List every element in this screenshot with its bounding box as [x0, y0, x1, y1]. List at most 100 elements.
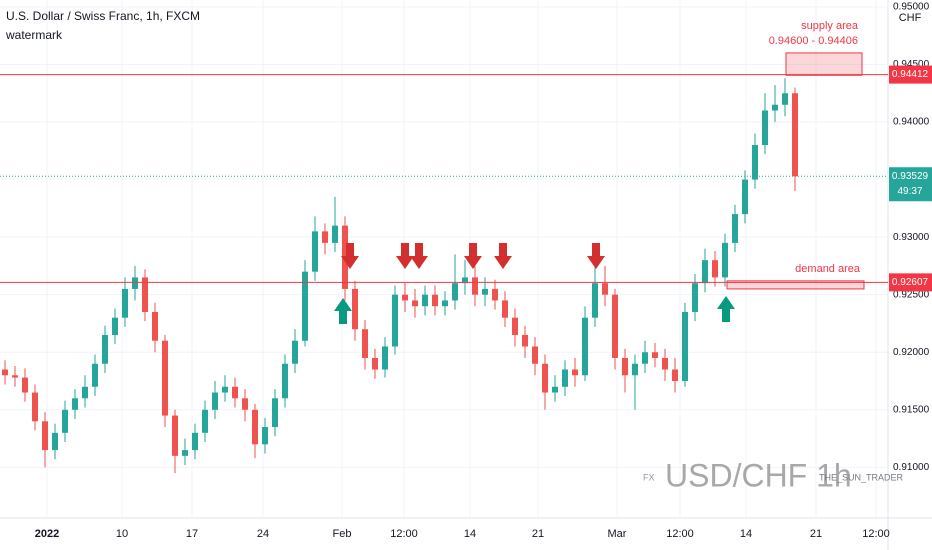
x-tick-label: 14: [464, 528, 476, 540]
candle-body: [182, 450, 188, 456]
candle-body: [32, 392, 38, 422]
y-tick-label: 0.95000: [893, 2, 930, 13]
y-tick-label: 0.94500: [893, 59, 930, 70]
y-tick-label: 0.94000: [893, 117, 930, 128]
y-tick-label: 0.91500: [893, 404, 930, 415]
currency: CHF: [899, 12, 922, 24]
candle-body: [562, 369, 568, 387]
candle-body: [572, 369, 578, 376]
candle-body: [602, 283, 608, 295]
watermark-author: THE_SUN_TRADER: [819, 472, 904, 482]
candle-body: [392, 294, 398, 347]
zone: [726, 280, 865, 290]
y-tick-label: 0.91000: [893, 462, 930, 473]
zone: [785, 52, 863, 76]
candle-body: [582, 317, 588, 376]
last-price-box: [889, 167, 932, 202]
level-label: 0.92607: [892, 277, 929, 288]
x-tick-label: 12:00: [862, 528, 890, 540]
candle-body: [92, 363, 98, 387]
candle-body: [792, 93, 798, 177]
candle-body: [112, 317, 118, 335]
arrows: [334, 243, 735, 324]
x-tick-label: 21: [810, 528, 822, 540]
candle-body: [262, 427, 268, 445]
down-arrow: [341, 243, 359, 269]
candle-body: [2, 369, 8, 376]
x-tick-label: Feb: [333, 528, 352, 540]
x-tick-label: 21: [532, 528, 544, 540]
candle-body: [282, 363, 288, 399]
up-arrow: [334, 298, 352, 324]
candle-body: [702, 260, 708, 284]
candle-body: [742, 179, 748, 215]
zone-name: supply area: [801, 20, 859, 32]
candle-body: [512, 317, 518, 335]
candle-body: [252, 409, 258, 445]
candle-body: [372, 357, 378, 370]
y-tick-label: 0.93000: [893, 232, 930, 243]
candle-body: [752, 145, 758, 180]
candle-body: [772, 104, 778, 111]
candle-body: [382, 346, 388, 370]
candle-body: [502, 300, 508, 318]
candle-body: [532, 346, 538, 364]
candle-body: [682, 311, 688, 382]
down-arrow: [410, 243, 428, 269]
y-tick-label: 0.92500: [893, 289, 930, 300]
candle-body: [472, 277, 478, 295]
candle-body: [212, 392, 218, 410]
candle-body: [492, 288, 498, 301]
candle-body: [722, 242, 728, 278]
down-arrow: [587, 243, 605, 269]
candle-body: [672, 369, 678, 382]
candle-body: [612, 294, 618, 358]
candle-body: [242, 398, 248, 410]
candle-body: [482, 288, 488, 295]
candle-body: [172, 415, 178, 456]
candle-body: [592, 283, 598, 318]
candle-body: [352, 288, 358, 330]
zone-name: demand area: [795, 263, 861, 275]
candle-body: [162, 340, 168, 416]
down-arrow: [464, 243, 482, 269]
candle-body: [652, 352, 658, 358]
candle-body: [452, 283, 458, 301]
candle-body: [302, 271, 308, 341]
x-tick-label: 10: [116, 528, 128, 540]
level-label-box: [889, 65, 932, 84]
down-arrow: [494, 243, 512, 269]
x-tick-label: 24: [257, 528, 269, 540]
candle-body: [322, 231, 328, 243]
candle-body: [192, 432, 198, 451]
candle-body: [292, 340, 298, 364]
candle-body: [152, 311, 158, 341]
candle-body: [272, 398, 278, 428]
candle-body: [412, 300, 418, 307]
candle-body: [662, 357, 668, 370]
x-tick-label: 12:00: [390, 528, 418, 540]
candle-body: [442, 300, 448, 307]
watermark-symbol: USD/CHF 1h: [665, 457, 852, 493]
candle-body: [232, 386, 238, 399]
candle-body: [542, 363, 548, 393]
level-label: 0.94412: [892, 69, 929, 80]
x-tick-label: Mar: [608, 528, 627, 540]
candle-body: [52, 432, 58, 451]
candle-body: [622, 357, 628, 376]
x-tick-label: 2022: [35, 528, 59, 540]
candle-body: [522, 334, 528, 347]
candle-body: [782, 93, 788, 105]
candle-body: [72, 398, 78, 410]
candle-body: [82, 386, 88, 399]
down-arrow: [396, 243, 414, 269]
candle-body: [22, 377, 28, 393]
chart-subtitle: watermark: [5, 28, 63, 42]
candle-body: [332, 225, 338, 243]
candle-body: [122, 288, 128, 318]
candle-body: [692, 283, 698, 312]
candle-body: [732, 214, 738, 243]
last-price-label: 0.93529: [892, 171, 929, 182]
